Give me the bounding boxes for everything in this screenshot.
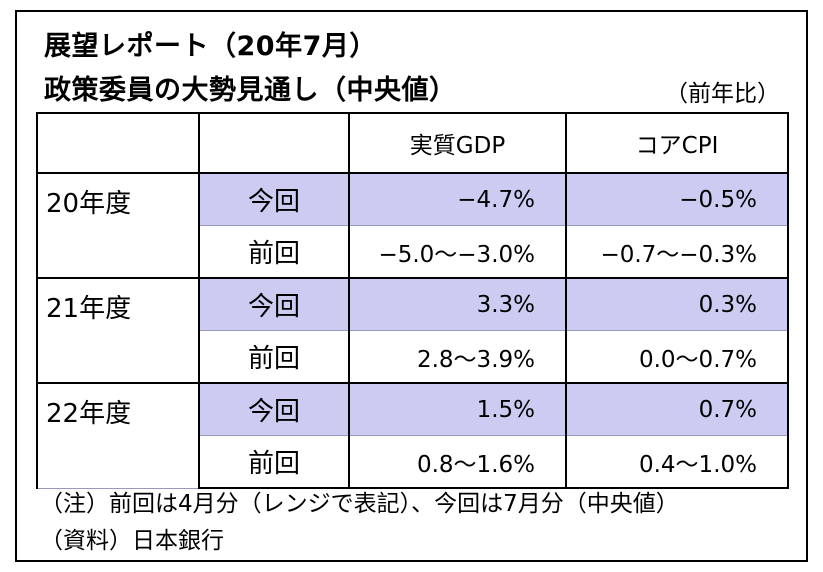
table-row-fy21-previous: 前回 2.8〜3.9% 0.0〜0.7% xyxy=(37,330,789,384)
cell-cpi: 0.7% xyxy=(565,382,789,436)
figure-frame xyxy=(15,10,808,562)
table-row-fy21-current: 21年度 今回 3.3% 0.3% xyxy=(36,277,789,384)
cell-cpi: 0.0〜0.7% xyxy=(565,330,789,384)
cell-cpi: 0.4〜1.0% xyxy=(565,435,789,489)
source-note: （資料）日本銀行 xyxy=(40,528,224,554)
cell-gdp: 0.8〜1.6% xyxy=(348,435,567,489)
header-blank-year xyxy=(36,112,200,174)
footnote: （注）前回は4月分（レンジで表記）、今回は7月分（中央値） xyxy=(40,491,679,517)
cell-cpi: −0.5% xyxy=(565,172,789,226)
row-kind-current: 今回 xyxy=(198,382,350,436)
table-row-fy22-previous: 前回 0.8〜1.6% 0.4〜1.0% xyxy=(37,435,789,489)
cell-cpi: 0.3% xyxy=(565,277,789,331)
cell-cpi: −0.7〜−0.3% xyxy=(565,225,789,279)
table-row-fy20-previous: 前回 −5.0〜−3.0% −0.7〜−0.3% xyxy=(37,225,789,279)
figure-subtitle: 政策委員の大勢見通し（中央値） xyxy=(44,75,457,106)
header-blank-kind xyxy=(198,112,350,174)
cell-gdp: 1.5% xyxy=(348,382,567,436)
row-kind-current: 今回 xyxy=(198,277,350,331)
row-kind-previous: 前回 xyxy=(198,435,350,489)
row-kind-current: 今回 xyxy=(198,172,350,226)
unit-label: （前年比） xyxy=(665,81,780,107)
year-label-fy20: 20年度 xyxy=(36,172,200,279)
header-real-gdp: 実質GDP xyxy=(348,112,567,174)
row-kind-previous: 前回 xyxy=(198,330,350,384)
table-row-fy22-current: 22年度 今回 1.5% 0.7% xyxy=(36,382,789,489)
table-row-fy20-current: 20年度 今回 −4.7% −0.5% xyxy=(36,172,789,279)
cell-gdp: −4.7% xyxy=(348,172,567,226)
year-label-fy21: 21年度 xyxy=(36,277,200,384)
cell-gdp: 3.3% xyxy=(348,277,567,331)
year-label-fy22: 22年度 xyxy=(36,382,200,489)
row-kind-previous: 前回 xyxy=(198,225,350,279)
header-core-cpi: コアCPI xyxy=(565,112,789,174)
figure-title: 展望レポート（20年7月） xyxy=(44,31,377,62)
cell-gdp: −5.0〜−3.0% xyxy=(348,225,567,279)
outlook-table: 実質GDP コアCPI 20年度 今回 −4.7% −0.5% 前回 −5.0〜… xyxy=(36,112,789,489)
table-header-row: 実質GDP コアCPI xyxy=(36,112,789,174)
cell-gdp: 2.8〜3.9% xyxy=(348,330,567,384)
